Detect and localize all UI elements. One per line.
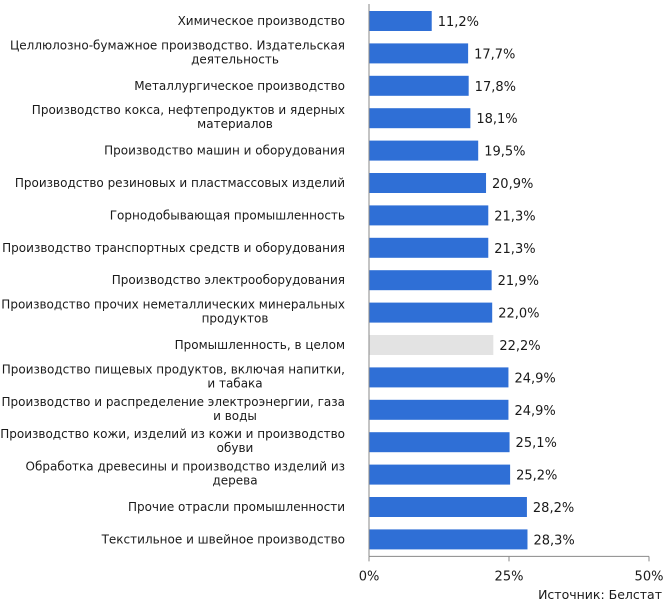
category-label: Промышленность, в целом: [175, 338, 345, 352]
data-label: 17,7%: [474, 47, 515, 62]
category-label: Прочие отрасли промышленности: [128, 500, 345, 514]
category-label: Производство транспортных средств и обор…: [2, 241, 345, 255]
data-label: 28,3%: [533, 533, 574, 548]
bar: [369, 464, 511, 485]
category-label: Целлюлозно-бумажное производство. Издате…: [10, 38, 345, 66]
category-label: Производство электрооборудования: [112, 273, 345, 287]
data-label: 22,2%: [499, 339, 540, 354]
data-label: 22,0%: [498, 307, 539, 322]
category-label-line: продуктов: [202, 312, 269, 326]
x-tick-label: 25%: [495, 569, 524, 584]
data-label: 25,1%: [516, 436, 557, 451]
category-label: Обработка древесины и производство издел…: [26, 460, 346, 488]
category-label-line: обуви: [217, 441, 254, 455]
category-label-line: материалов: [197, 117, 273, 131]
data-label: 11,2%: [438, 15, 479, 30]
bar: [369, 11, 432, 31]
data-label: 24,9%: [514, 404, 555, 419]
data-label: 21,3%: [494, 209, 535, 224]
bar: [369, 399, 509, 420]
category-label-line: деятельность: [191, 52, 279, 66]
bar: [369, 237, 489, 258]
category-label-line: Производство прочих неметаллических мине…: [1, 298, 345, 312]
category-label-line: Производство пищевых продуктов, включая …: [2, 362, 345, 376]
category-label: Производство резиновых и пластмассовых и…: [15, 176, 345, 190]
bar: [369, 140, 479, 161]
category-label: Металлургическое производство: [134, 79, 345, 93]
source-note: Источник: Белстат: [538, 587, 662, 602]
category-label: Горнодобывающая промышленность: [110, 208, 345, 222]
bar: [369, 497, 527, 517]
bar: [369, 205, 489, 226]
category-label: Производство пищевых продуктов, включая …: [2, 362, 345, 390]
category-label-line: Производство кокса, нефтепродуктов и яде…: [32, 103, 345, 117]
category-label-line: Производство кожи, изделий из кожи и про…: [0, 427, 345, 441]
plot-area: 11,2% Химическое производство 17,7% Целлюло…: [0, 4, 663, 584]
x-tick-label: 0%: [359, 569, 380, 584]
data-label: 24,9%: [514, 371, 555, 386]
category-label-line: и табака: [207, 376, 262, 390]
bar: [369, 43, 469, 64]
bar: [369, 270, 492, 291]
data-label: 28,2%: [533, 501, 574, 516]
bar: [369, 432, 510, 453]
data-label: 19,5%: [484, 145, 525, 160]
category-label-line: Целлюлозно-бумажное производство. Издате…: [10, 38, 345, 52]
category-label: Химическое производство: [178, 14, 345, 28]
bar: [369, 108, 471, 129]
data-label: 21,9%: [498, 274, 539, 289]
category-label-line: Обработка древесины и производство издел…: [26, 460, 346, 474]
category-label: Производство прочих неметаллических мине…: [1, 298, 345, 326]
data-label: 21,3%: [494, 242, 535, 257]
category-label: Производство и распределение электроэнер…: [2, 395, 345, 423]
x-tick-label: 50%: [635, 569, 664, 584]
category-label-line: Производство и распределение электроэнер…: [2, 395, 345, 409]
category-label: Производство кожи, изделий из кожи и про…: [0, 427, 345, 455]
category-label: Производство машин и оборудования: [104, 144, 345, 158]
category-label-line: и воды: [213, 409, 257, 423]
data-label: 25,2%: [516, 469, 557, 484]
data-label: 17,8%: [475, 80, 516, 95]
bar: [369, 529, 528, 550]
bar: [369, 367, 509, 388]
bar: [369, 302, 493, 323]
bar: [369, 173, 487, 193]
category-label: Текстильное и швейное производство: [101, 532, 345, 546]
data-label: 18,1%: [476, 112, 517, 127]
bar: [369, 75, 469, 96]
category-label: Производство кокса, нефтепродуктов и яде…: [32, 103, 345, 131]
bar: [369, 335, 494, 355]
data-label: 20,9%: [492, 177, 533, 192]
category-label-line: дерева: [212, 474, 257, 488]
